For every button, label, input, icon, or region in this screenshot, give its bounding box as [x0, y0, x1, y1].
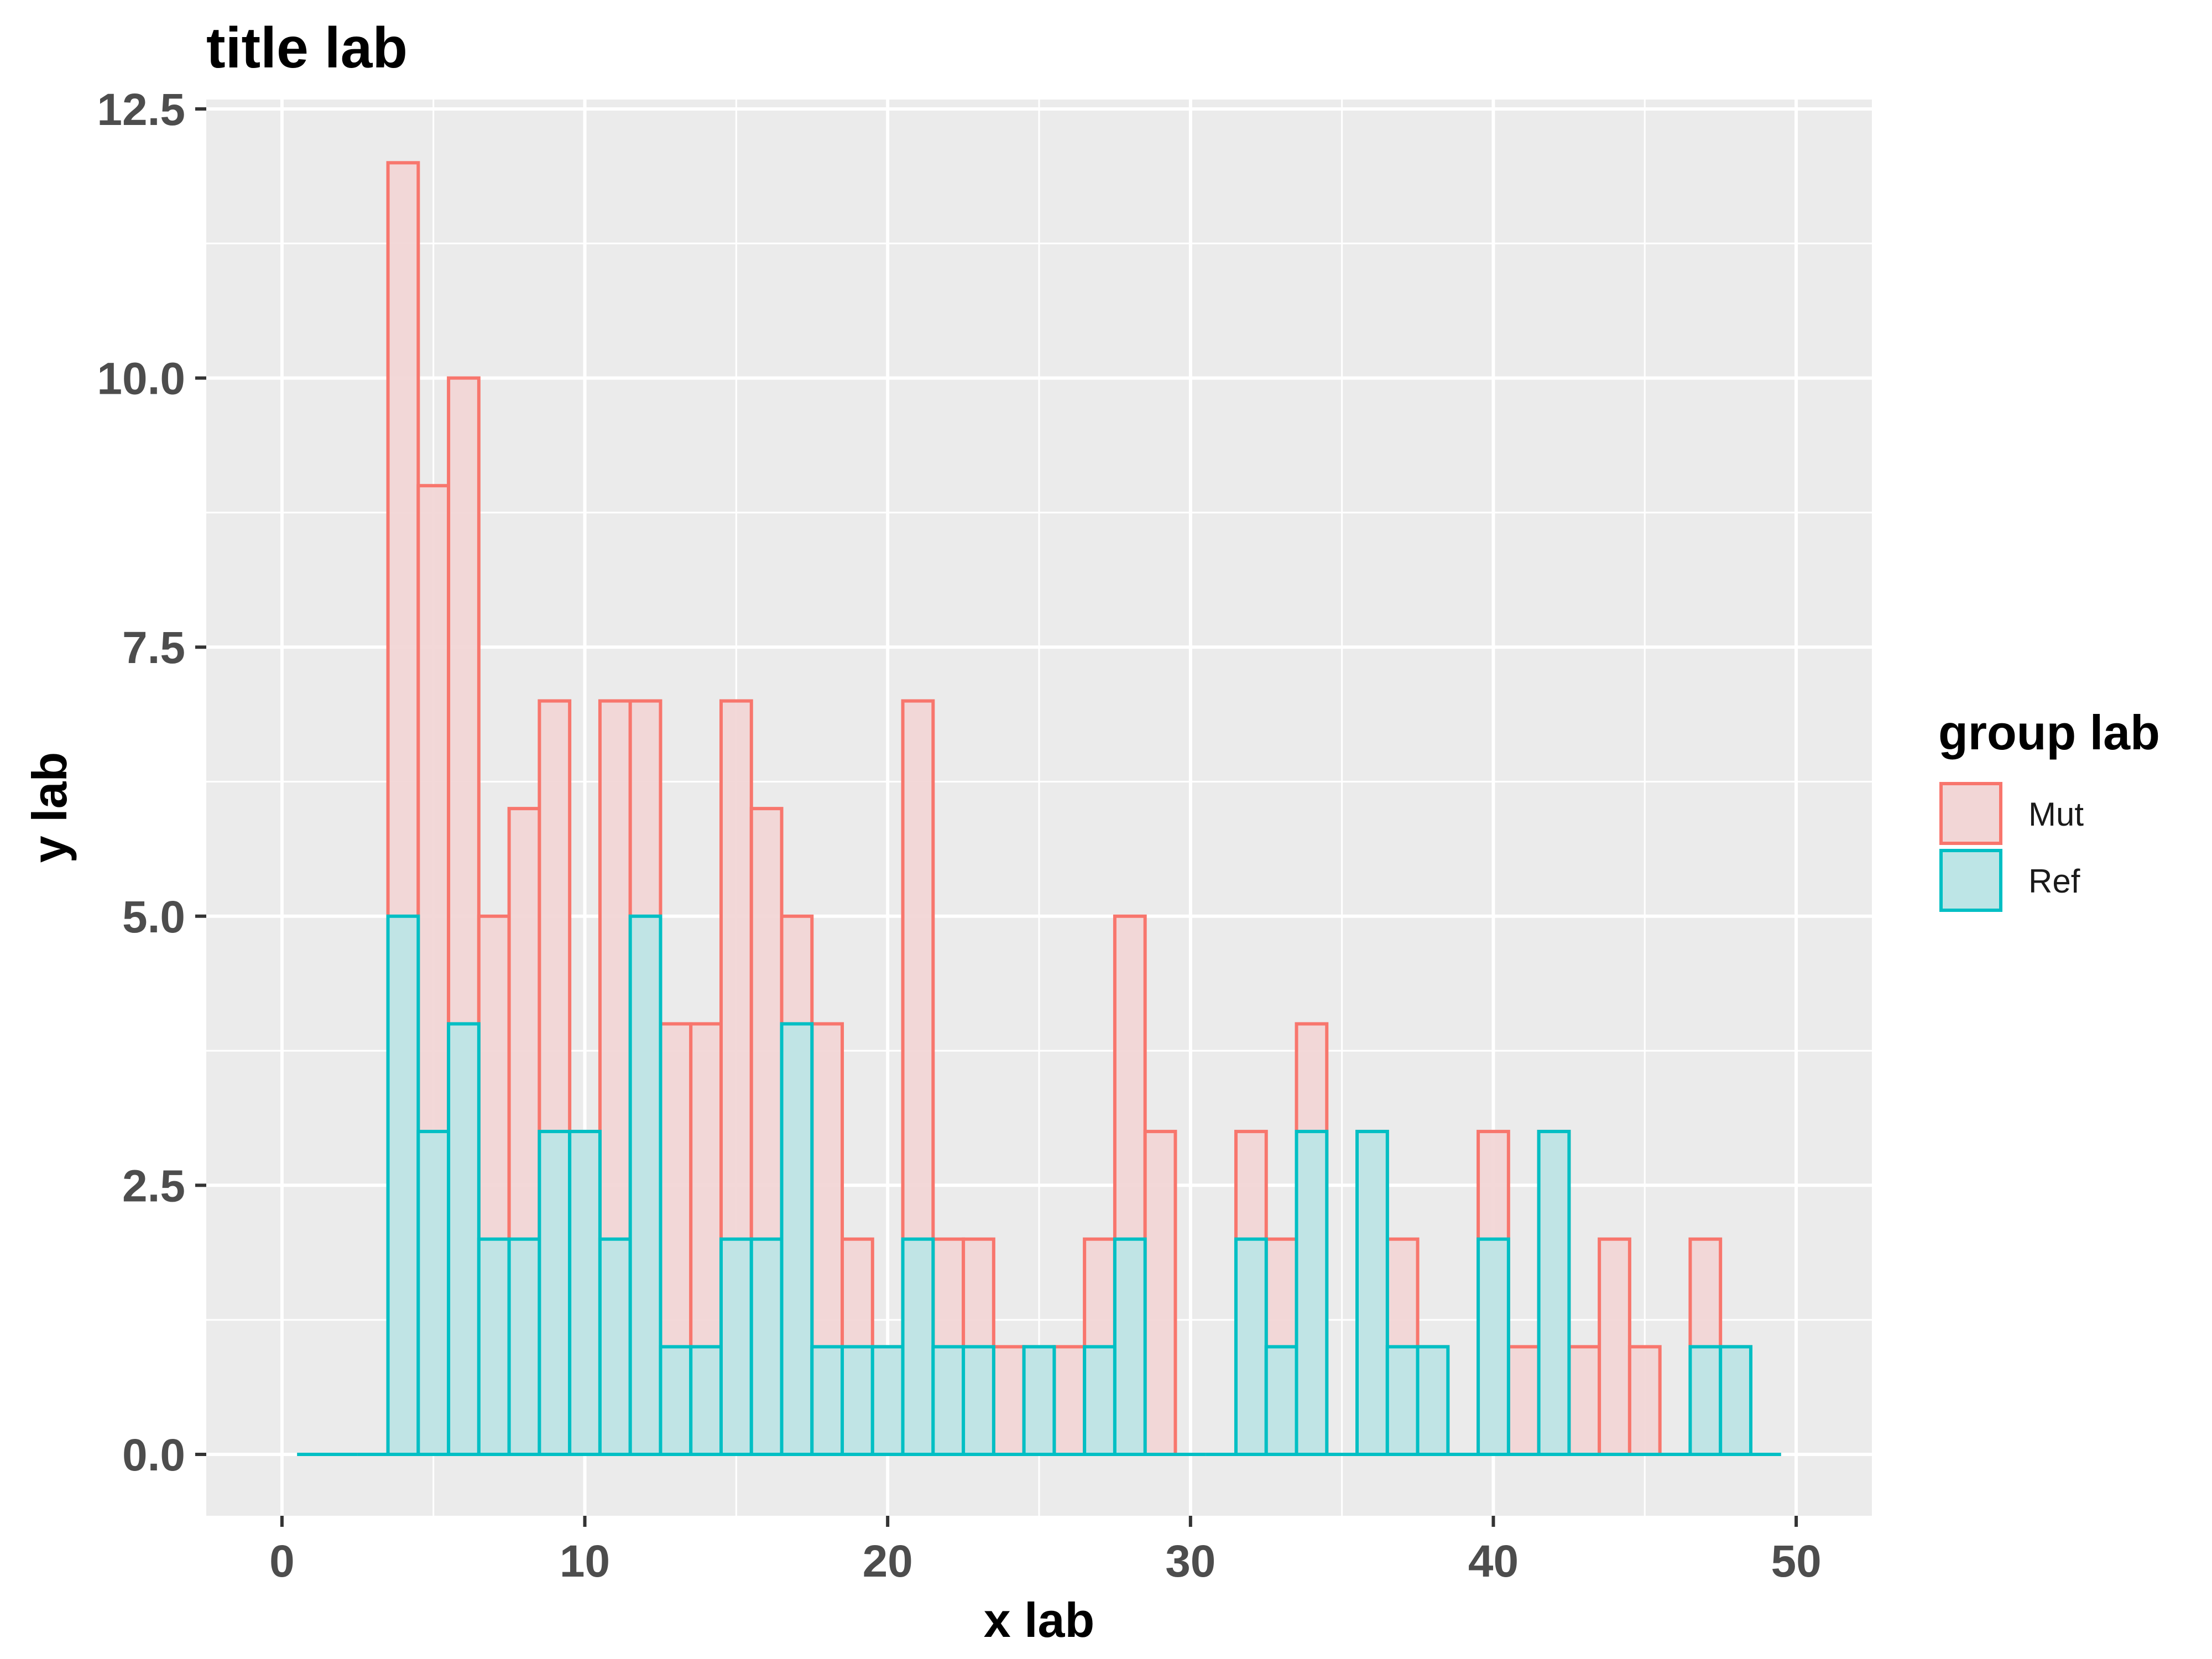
ref-bar — [568, 1130, 602, 1456]
x-tick-label: 30 — [1165, 1536, 1215, 1587]
legend-title: group lab — [1938, 705, 2160, 760]
ref-bar — [598, 1237, 632, 1456]
mut-bar — [1052, 1345, 1087, 1457]
ref-bar — [386, 914, 420, 1457]
grid-lines — [206, 100, 1872, 1516]
ref-bar — [507, 1237, 541, 1456]
ref-bar — [628, 914, 662, 1457]
ref-bar — [931, 1345, 966, 1457]
legend: group lab Mut Ref — [1938, 705, 2160, 912]
ref-bar — [1416, 1345, 1450, 1457]
ref-bar — [416, 1130, 451, 1456]
y-axis-title: y lab — [22, 752, 77, 863]
legend-key-mut — [1939, 782, 2002, 845]
legend-key-ref — [1939, 849, 2002, 912]
mut-bar — [1143, 1130, 1177, 1456]
ref-bar — [810, 1345, 844, 1457]
legend-label-ref: Ref — [2028, 863, 2080, 900]
y-tick-label: 12.5 — [97, 85, 185, 135]
ref-bar — [1022, 1345, 1056, 1457]
ref-bar — [1537, 1130, 1571, 1456]
ref-bar — [1234, 1237, 1268, 1456]
ref-bar — [1385, 1345, 1420, 1457]
ref-bar — [1295, 1130, 1329, 1456]
ref-bar — [719, 1237, 753, 1456]
ref-bar — [1688, 1345, 1723, 1457]
ref-bar — [1355, 1130, 1389, 1456]
x-tick-label: 10 — [560, 1536, 610, 1587]
legend-label-mut: Mut — [2028, 796, 2084, 833]
x-tick-label: 50 — [1771, 1536, 1821, 1587]
ref-bar — [749, 1237, 784, 1456]
y-tick-label: 7.5 — [122, 623, 185, 673]
y-tick-label: 10.0 — [97, 354, 185, 404]
ref-bar — [841, 1345, 874, 1457]
ref-bar — [447, 1022, 481, 1456]
mut-bar — [1506, 1345, 1541, 1457]
mut-bar — [1627, 1345, 1662, 1457]
ref-bar — [901, 1237, 935, 1456]
x-tick-label: 20 — [863, 1536, 913, 1587]
ref-bar — [1083, 1345, 1117, 1457]
ref-bar — [1719, 1345, 1752, 1457]
series-ref-bars — [297, 914, 1781, 1457]
x-tick-label: 0 — [269, 1536, 295, 1587]
y-tick-label: 0.0 — [122, 1430, 185, 1480]
mut-bar — [992, 1345, 1026, 1457]
ref-bar — [477, 1237, 511, 1456]
ref-bar — [659, 1345, 693, 1457]
ref-bar — [538, 1130, 572, 1456]
mut-bar — [1598, 1237, 1631, 1456]
x-tick-label: 40 — [1468, 1536, 1519, 1587]
axes: 0 10 20 30 40 50 0.0 2.5 5.0 7.5 10.0 12.5 — [97, 85, 1821, 1587]
ref-bar — [780, 1022, 814, 1456]
ref-bar — [962, 1345, 995, 1457]
ref-bar — [1264, 1345, 1298, 1457]
x-axis-title: x lab — [984, 1593, 1095, 1647]
mut-bar — [1567, 1345, 1601, 1457]
chart-title: title lab — [206, 16, 408, 80]
ref-bar — [870, 1345, 905, 1457]
y-tick-label: 5.0 — [122, 892, 185, 942]
y-tick-label: 2.5 — [122, 1161, 185, 1211]
ref-bar — [1113, 1237, 1147, 1456]
ref-bar — [689, 1345, 723, 1457]
ref-bar — [1477, 1237, 1510, 1456]
